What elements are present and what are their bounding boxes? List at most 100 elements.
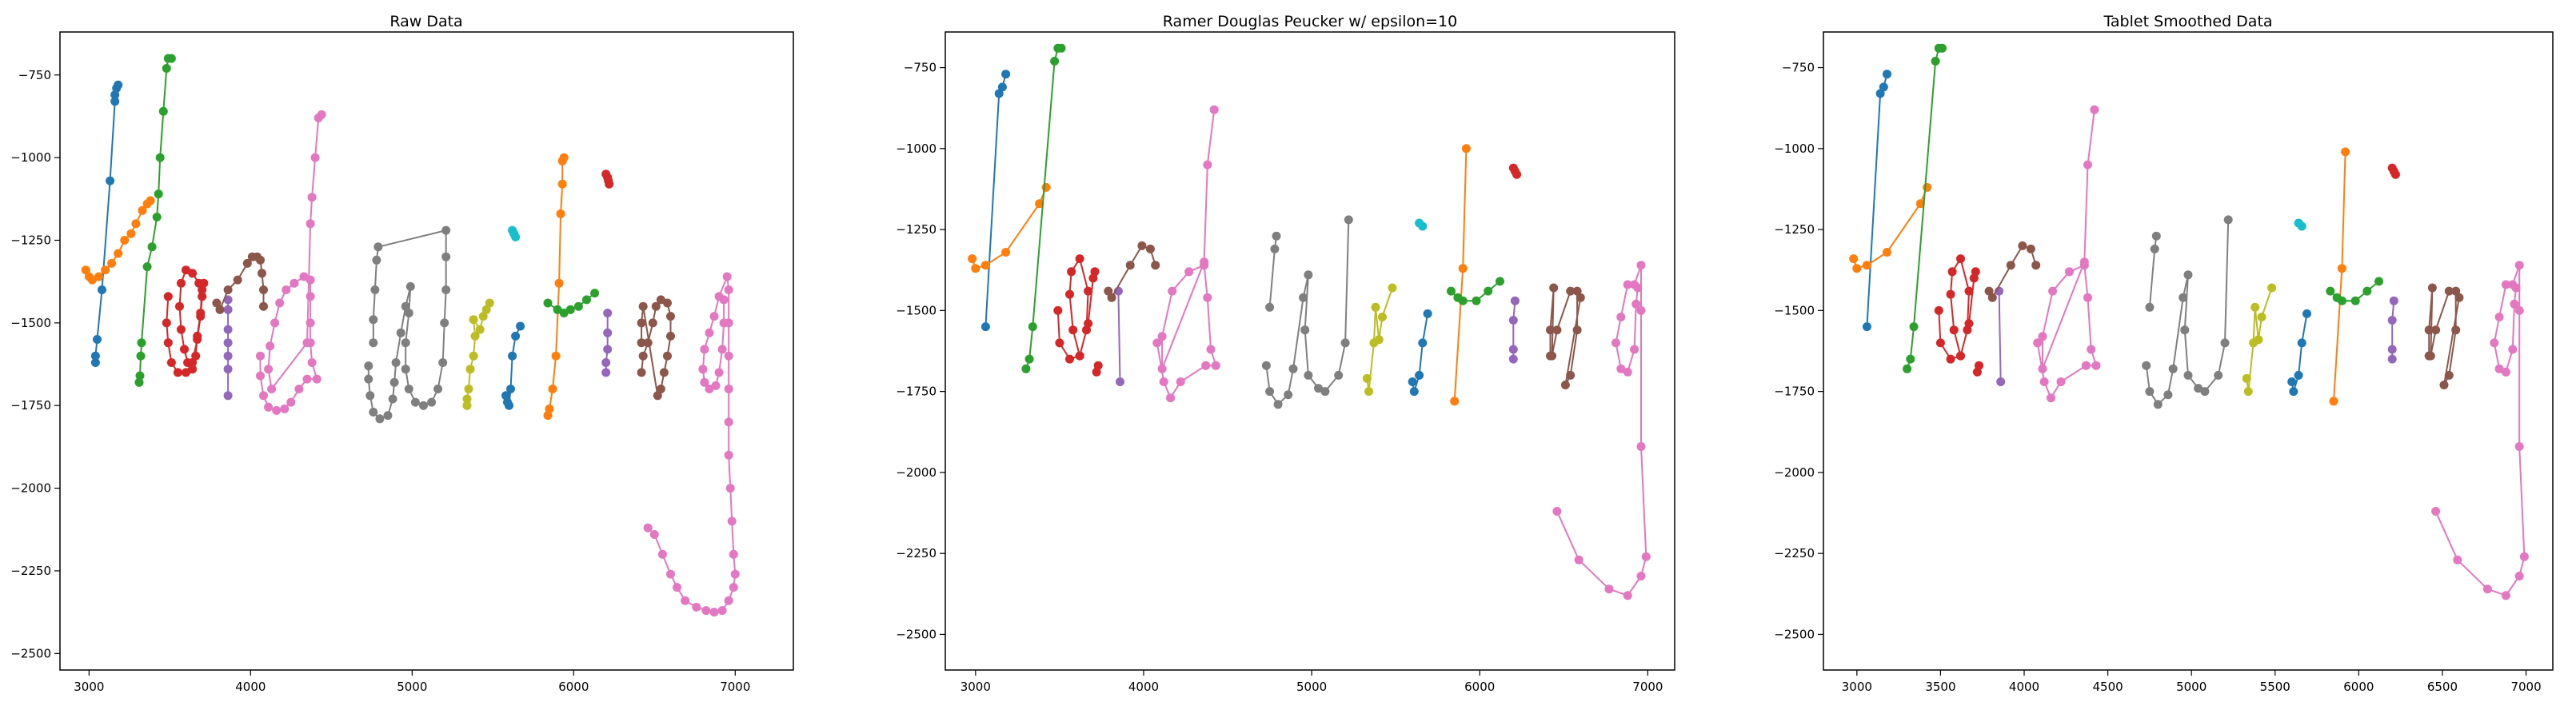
data-point <box>2454 293 2464 302</box>
data-point <box>317 110 326 119</box>
data-point <box>2267 283 2277 293</box>
data-point <box>2254 335 2263 345</box>
x-tick-label: 5500 <box>2260 680 2290 694</box>
data-point <box>1604 584 1614 594</box>
data-point <box>511 331 521 341</box>
data-point <box>516 321 525 331</box>
x-tick-label: 3000 <box>961 680 991 694</box>
data-point <box>1137 241 1147 250</box>
data-point <box>198 292 207 301</box>
data-point <box>163 292 173 301</box>
data-point <box>2251 302 2260 312</box>
data-point <box>223 365 233 374</box>
y-tick-label: −2500 <box>896 627 937 641</box>
data-point <box>401 338 410 348</box>
data-point <box>364 361 373 371</box>
y-tick-label: −1750 <box>10 398 51 413</box>
y-tick-label: −1000 <box>1774 142 1815 156</box>
data-point <box>1075 254 1084 264</box>
data-point <box>438 358 448 367</box>
data-point <box>1938 43 1947 53</box>
data-point <box>2451 325 2461 335</box>
data-point <box>1472 296 1481 305</box>
data-point <box>1056 43 1066 53</box>
data-point <box>651 301 661 311</box>
data-point <box>1065 289 1074 299</box>
data-point <box>259 301 268 311</box>
data-point <box>162 64 171 73</box>
data-point <box>673 583 682 592</box>
data-point <box>1270 244 1280 253</box>
data-point <box>2079 257 2089 267</box>
data-point <box>1300 325 1310 335</box>
data-point <box>2389 296 2398 305</box>
data-point <box>1636 442 1646 451</box>
data-point <box>2329 397 2338 406</box>
data-point <box>302 338 312 348</box>
data-point <box>1304 370 1313 380</box>
data-point <box>1041 182 1051 192</box>
data-point <box>2490 338 2499 348</box>
data-point <box>1906 354 1915 364</box>
data-point <box>2514 572 2524 580</box>
data-point <box>81 265 90 275</box>
data-point <box>1021 364 1031 373</box>
data-point <box>1090 267 1100 277</box>
data-point <box>365 391 375 401</box>
data-point <box>1157 332 1167 341</box>
data-point <box>1388 283 1397 293</box>
data-point <box>2302 309 2311 318</box>
series-3 <box>1053 254 1100 364</box>
data-point <box>465 365 475 374</box>
data-point <box>199 278 209 288</box>
data-point <box>724 385 733 393</box>
data-point <box>637 338 646 348</box>
data-point <box>649 530 659 539</box>
data-point <box>94 272 103 281</box>
data-point <box>1566 370 1576 380</box>
data-point <box>1159 377 1168 386</box>
data-point <box>2090 105 2099 114</box>
series-16 <box>643 272 740 617</box>
data-point <box>272 405 282 415</box>
data-point <box>559 153 569 162</box>
data-point <box>2180 325 2190 335</box>
data-point <box>2297 338 2306 348</box>
data-point <box>711 381 721 390</box>
data-point <box>2514 261 2524 270</box>
data-point <box>1931 57 1940 66</box>
data-point <box>256 255 265 265</box>
y-tick-label: −1250 <box>896 222 937 237</box>
data-point <box>643 523 653 532</box>
data-point <box>401 365 410 374</box>
data-point <box>2081 361 2091 370</box>
data-point <box>2150 244 2159 253</box>
data-point <box>2048 286 2058 296</box>
data-point <box>275 298 285 308</box>
data-point <box>375 414 385 424</box>
series-0 <box>980 70 1011 332</box>
data-point <box>2390 170 2400 179</box>
series-4 <box>1092 361 1103 377</box>
data-point <box>163 338 173 348</box>
series-layer <box>81 54 740 617</box>
x-tick-label: 7000 <box>2510 680 2541 694</box>
data-point <box>1104 286 1113 296</box>
data-point <box>2289 387 2298 397</box>
plot-frame <box>945 31 1675 671</box>
data-point <box>1320 387 1330 397</box>
data-point <box>997 82 1007 92</box>
data-point <box>98 285 106 294</box>
data-point <box>427 397 437 407</box>
series-17 <box>2424 283 2464 389</box>
data-point <box>405 281 415 291</box>
data-point <box>724 450 733 460</box>
data-point <box>643 338 653 348</box>
y-tick-label: −2250 <box>10 564 51 578</box>
data-point <box>543 298 553 308</box>
data-point <box>280 404 290 413</box>
data-point <box>1508 316 1518 325</box>
data-point <box>659 368 669 377</box>
data-point <box>177 325 186 334</box>
